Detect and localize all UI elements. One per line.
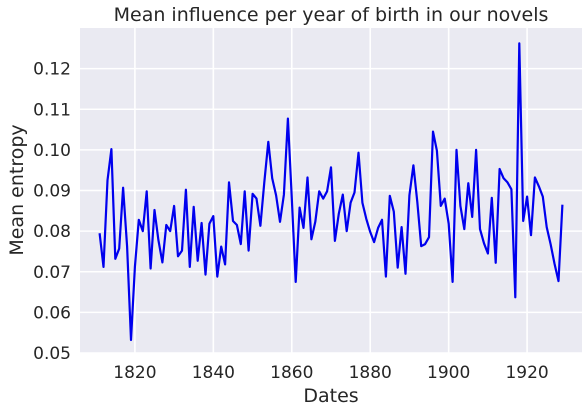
x-axis-label: Dates xyxy=(303,385,358,407)
y-tick-label: 0.09 xyxy=(33,182,71,202)
y-tick-label: 0.05 xyxy=(33,344,71,364)
y-tick-label: 0.06 xyxy=(33,303,71,323)
y-tick-label: 0.11 xyxy=(33,100,71,120)
x-tick-label: 1920 xyxy=(505,363,548,383)
y-tick-label: 0.12 xyxy=(33,60,71,80)
series-line xyxy=(98,42,564,342)
series-layer xyxy=(98,42,564,342)
x-tick-label: 1820 xyxy=(113,363,156,383)
x-tick-label: 1860 xyxy=(270,363,313,383)
y-axis-label: Mean entropy xyxy=(6,124,28,255)
y-tick-label: 0.07 xyxy=(33,263,71,283)
y-tick-label: 0.10 xyxy=(33,141,71,161)
y-tick-labels: 0.05 0.06 0.07 0.08 0.09 0.10 0.11 0.12 xyxy=(33,60,71,364)
x-tick-label: 1840 xyxy=(192,363,235,383)
chart-title: Mean influence per year of birth in our … xyxy=(114,4,549,26)
x-tick-label: 1880 xyxy=(349,363,392,383)
y-tick-label: 0.08 xyxy=(33,222,71,242)
x-tick-labels: 1820 1840 1860 1880 1900 1920 xyxy=(113,363,548,383)
x-tick-label: 1900 xyxy=(427,363,470,383)
